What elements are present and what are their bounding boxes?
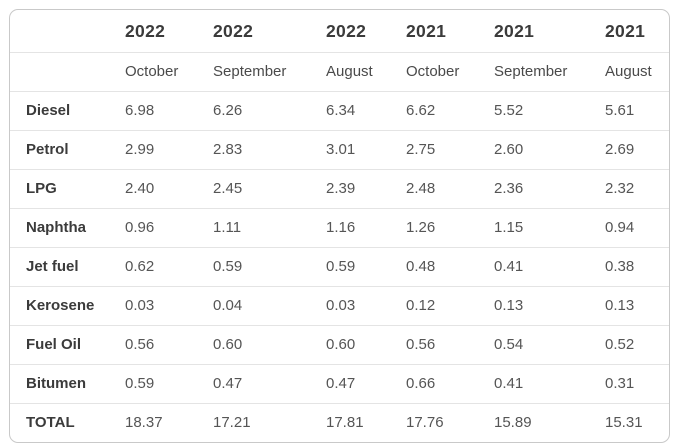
value-cell: 1.11 <box>205 208 318 248</box>
row-label: LPG <box>10 169 117 209</box>
value-cell: 0.13 <box>597 286 669 326</box>
year-header: 2021 <box>494 21 535 41</box>
value-cell: 0.94 <box>597 208 669 248</box>
value-cell: 0.56 <box>398 325 486 365</box>
value-cell: 6.34 <box>318 91 398 131</box>
value-cell: 2.48 <box>398 169 486 209</box>
value-cell: 0.38 <box>597 247 669 287</box>
month-header: October <box>398 52 486 92</box>
table-row-naphtha: Naphtha 0.96 1.11 1.16 1.26 1.15 0.94 <box>10 208 669 248</box>
value-cell: 17.81 <box>318 403 398 442</box>
value-cell: 1.15 <box>486 208 597 248</box>
month-header: September <box>486 52 597 92</box>
value-cell: 2.75 <box>398 130 486 170</box>
value-cell: 6.62 <box>398 91 486 131</box>
value-cell: 0.12 <box>398 286 486 326</box>
value-cell: 18.37 <box>117 403 205 442</box>
value-cell: 2.36 <box>486 169 597 209</box>
value-cell: 2.40 <box>117 169 205 209</box>
row-label: Kerosene <box>10 286 117 326</box>
value-cell: 0.13 <box>486 286 597 326</box>
fuel-output-table: 2022 2022 2022 2021 2021 2021 October Se… <box>10 10 669 442</box>
month-header-row: October September August October Septemb… <box>10 52 669 92</box>
value-cell: 0.59 <box>205 247 318 287</box>
row-label: Naphtha <box>10 208 117 248</box>
month-header: August <box>318 52 398 92</box>
value-cell: 0.48 <box>398 247 486 287</box>
table-row-diesel: Diesel 6.98 6.26 6.34 6.62 5.52 5.61 <box>10 91 669 131</box>
value-cell: 2.83 <box>205 130 318 170</box>
table-row-petrol: Petrol 2.99 2.83 3.01 2.75 2.60 2.69 <box>10 130 669 170</box>
fuel-output-table-card: 2022 2022 2022 2021 2021 2021 October Se… <box>9 9 670 443</box>
year-header: 2022 <box>213 21 254 41</box>
table-row-fuel-oil: Fuel Oil 0.56 0.60 0.60 0.56 0.54 0.52 <box>10 325 669 365</box>
year-header-row: 2022 2022 2022 2021 2021 2021 <box>10 10 669 53</box>
value-cell: 2.32 <box>597 169 669 209</box>
row-label: Jet fuel <box>10 247 117 287</box>
value-cell: 3.01 <box>318 130 398 170</box>
value-cell: 0.52 <box>597 325 669 365</box>
table-row-total: TOTAL 18.37 17.21 17.81 17.76 15.89 15.3… <box>10 403 669 442</box>
value-cell: 2.60 <box>486 130 597 170</box>
value-cell: 6.26 <box>205 91 318 131</box>
year-header: 2021 <box>406 21 447 41</box>
year-header: 2022 <box>125 21 166 41</box>
table-row-kerosene: Kerosene 0.03 0.04 0.03 0.12 0.13 0.13 <box>10 286 669 326</box>
row-label: TOTAL <box>10 403 117 442</box>
value-cell: 0.62 <box>117 247 205 287</box>
row-label: Petrol <box>10 130 117 170</box>
value-cell: 0.03 <box>117 286 205 326</box>
value-cell: 0.60 <box>318 325 398 365</box>
value-cell: 0.59 <box>117 364 205 404</box>
value-cell: 0.96 <box>117 208 205 248</box>
value-cell: 0.04 <box>205 286 318 326</box>
value-cell: 0.60 <box>205 325 318 365</box>
table-row-lpg: LPG 2.40 2.45 2.39 2.48 2.36 2.32 <box>10 169 669 209</box>
month-header: October <box>117 52 205 92</box>
value-cell: 0.47 <box>318 364 398 404</box>
table-row-jet-fuel: Jet fuel 0.62 0.59 0.59 0.48 0.41 0.38 <box>10 247 669 287</box>
corner-cell <box>10 52 117 92</box>
row-label: Diesel <box>10 91 117 131</box>
value-cell: 2.39 <box>318 169 398 209</box>
value-cell: 0.03 <box>318 286 398 326</box>
row-label: Fuel Oil <box>10 325 117 365</box>
value-cell: 2.99 <box>117 130 205 170</box>
value-cell: 0.56 <box>117 325 205 365</box>
value-cell: 1.16 <box>318 208 398 248</box>
value-cell: 0.41 <box>486 247 597 287</box>
value-cell: 0.59 <box>318 247 398 287</box>
value-cell: 1.26 <box>398 208 486 248</box>
value-cell: 5.52 <box>486 91 597 131</box>
value-cell: 2.69 <box>597 130 669 170</box>
value-cell: 17.76 <box>398 403 486 442</box>
row-label: Bitumen <box>10 364 117 404</box>
corner-cell <box>10 10 117 53</box>
value-cell: 2.45 <box>205 169 318 209</box>
value-cell: 0.54 <box>486 325 597 365</box>
year-header: 2022 <box>326 21 367 41</box>
value-cell: 17.21 <box>205 403 318 442</box>
value-cell: 6.98 <box>117 91 205 131</box>
value-cell: 5.61 <box>597 91 669 131</box>
value-cell: 15.89 <box>486 403 597 442</box>
value-cell: 0.66 <box>398 364 486 404</box>
month-header: September <box>205 52 318 92</box>
value-cell: 0.41 <box>486 364 597 404</box>
value-cell: 0.31 <box>597 364 669 404</box>
month-header: August <box>597 52 669 92</box>
table-row-bitumen: Bitumen 0.59 0.47 0.47 0.66 0.41 0.31 <box>10 364 669 404</box>
value-cell: 15.31 <box>597 403 669 442</box>
value-cell: 0.47 <box>205 364 318 404</box>
year-header: 2021 <box>605 21 646 41</box>
